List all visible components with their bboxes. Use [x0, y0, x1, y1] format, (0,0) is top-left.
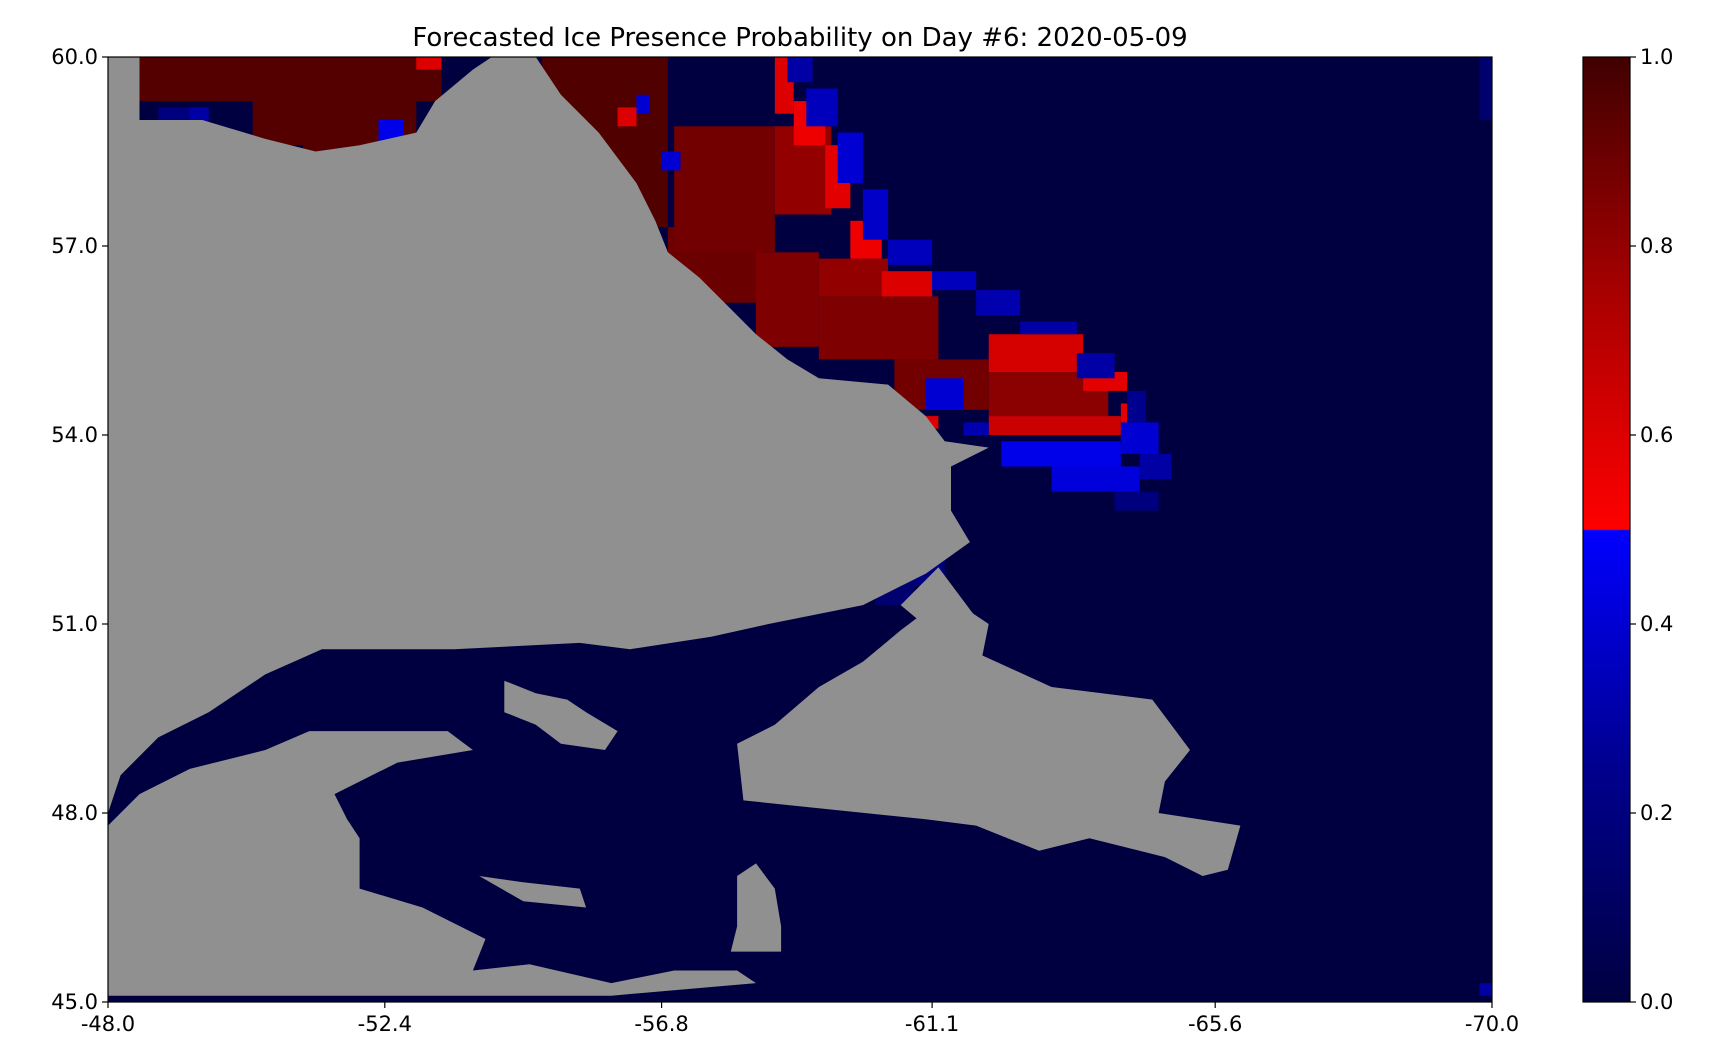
ice-cell-39: [1139, 453, 1172, 480]
ice-cell-37: [1051, 466, 1140, 492]
x-axis: -48.0 -52.4 -56.8 -61.1 -65.6 -70.0: [81, 1002, 1519, 1036]
colorbar-tick-label-1: 0.2: [1640, 801, 1673, 825]
ice-cell-33: [1127, 390, 1146, 423]
ice-cell-25: [806, 88, 838, 127]
x-tick-label-4: -65.6: [1188, 1012, 1242, 1036]
ice-cell-12: [988, 416, 1121, 435]
colorbar: 0.0 0.2 0.4 0.6 0.8 1.0: [1582, 45, 1673, 1014]
ice-cell-26: [837, 132, 863, 183]
x-tick-label-0: -48.0: [81, 1012, 135, 1036]
chart-title: Forecasted Ice Presence Probability on D…: [412, 23, 1187, 53]
land-layer: [108, 57, 1241, 996]
ice-cell-21: [617, 107, 637, 127]
ice-cell-40: [1114, 491, 1159, 511]
colorbar-gradient: [1583, 57, 1630, 1002]
y-tick-label-2: 54.0: [51, 423, 98, 447]
colorbar-tick-label-0: 0.0: [1640, 990, 1673, 1014]
ice-cell-0: [139, 57, 442, 102]
ice-cell-14: [988, 334, 1084, 372]
colorbar-tick-label-5: 1.0: [1640, 45, 1673, 69]
ice-cell-29: [932, 271, 977, 291]
ice-cell-35: [963, 422, 989, 435]
ice-cell-34: [925, 378, 964, 410]
x-tick-label-2: -56.8: [634, 1012, 688, 1036]
ice-cell-31: [1020, 321, 1077, 335]
colorbar-ticks: 0.0 0.2 0.4 0.6 0.8 1.0: [1630, 45, 1673, 1014]
land-polygon-0: [108, 57, 989, 813]
ice-cell-13: [1120, 403, 1128, 435]
ice-cell-42: [636, 94, 650, 114]
land-polygon-1: [108, 731, 756, 996]
ice-cell-9: [818, 296, 939, 360]
y-axis: 60.0 57.0 54.0 51.0 48.0 45.0: [51, 45, 108, 1014]
ice-cell-38: [1120, 422, 1159, 454]
y-tick-label-0: 60.0: [51, 45, 98, 69]
ice-cell-22: [416, 57, 442, 70]
ice-cell-32: [1076, 353, 1115, 379]
x-tick-label-3: -61.1: [905, 1012, 959, 1036]
y-tick-label-4: 48.0: [51, 801, 98, 825]
y-tick-label-1: 57.0: [51, 234, 98, 258]
ice-cell-24: [787, 57, 813, 83]
ice-cell-27: [862, 189, 889, 240]
x-tick-label-1: -52.4: [358, 1012, 412, 1036]
land-polygon-2: [737, 598, 1241, 876]
colorbar-frame: [1582, 56, 1631, 1003]
plot-area: [107, 56, 1493, 1003]
x-tick-label-5: -70.0: [1465, 1012, 1519, 1036]
land-polygon-6: [900, 567, 977, 637]
ice-cell-30: [976, 290, 1021, 316]
land-polygon-5: [479, 876, 587, 908]
ice-cell-7: [755, 252, 819, 347]
ice-cell-36: [1001, 441, 1121, 467]
ice-cell-43: [661, 151, 681, 171]
ice-cell-48: [1479, 983, 1492, 996]
y-tick-label-5: 45.0: [51, 990, 98, 1014]
land-polygon-4: [504, 680, 618, 750]
land-polygon-3: [730, 863, 782, 952]
ice-cell-20: [881, 271, 933, 297]
ice-cell-28: [888, 239, 933, 265]
plot-frame: [107, 56, 1493, 1003]
y-tick-label-3: 51.0: [51, 612, 98, 636]
colorbar-tick-label-4: 0.8: [1640, 234, 1673, 258]
ice-cell-5: [674, 126, 775, 253]
colorbar-tick-label-2: 0.4: [1640, 612, 1673, 636]
colorbar-tick-label-3: 0.6: [1640, 423, 1673, 447]
ice-cell-8: [818, 258, 889, 297]
ice-cell-49: [1479, 57, 1492, 120]
